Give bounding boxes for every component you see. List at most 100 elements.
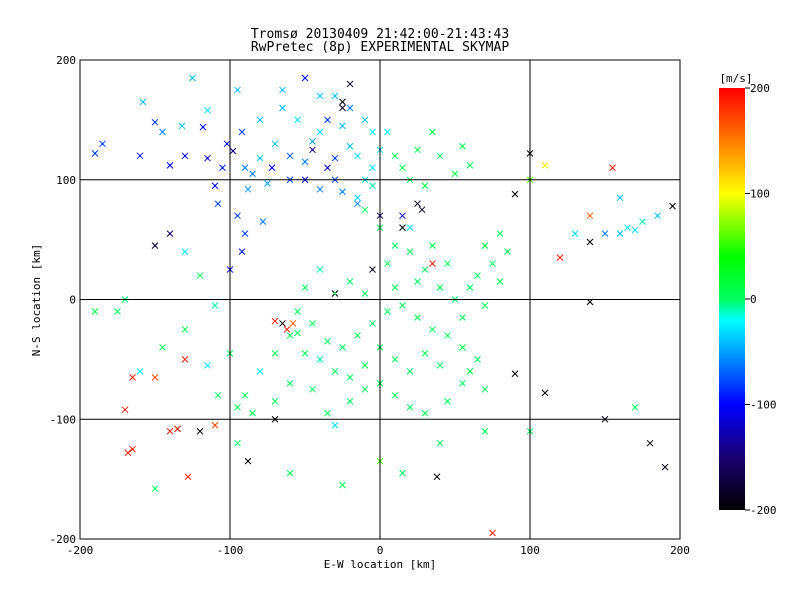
colorbar-tick-label: -100 [750, 399, 777, 412]
data-point-dot [333, 94, 337, 98]
data-point-dot [303, 160, 307, 163]
data-point-dot [461, 346, 464, 349]
data-point-dot [246, 460, 250, 463]
data-point-cross [181, 356, 189, 363]
data-point-cross [433, 473, 441, 481]
data-point-cross [556, 254, 564, 261]
data-point-dot [270, 166, 274, 169]
data-point-dot [236, 88, 239, 92]
data-point-cross [669, 202, 676, 210]
data-point-dot [468, 286, 472, 289]
y-tick-label: 0 [69, 294, 76, 307]
data-point-dot [483, 430, 487, 433]
data-point-dot [141, 100, 145, 104]
colorbar-tick-label: 100 [750, 188, 770, 201]
data-point-cross [234, 439, 241, 447]
data-point-dot [311, 388, 314, 391]
data-point-dot [363, 364, 367, 367]
data-point-dot [423, 412, 427, 415]
x-tick-label: 0 [377, 544, 384, 557]
colorbar-tick-label: 0 [750, 293, 757, 306]
data-point-dot [303, 286, 307, 289]
data-point-cross [346, 80, 354, 88]
data-point-cross [174, 425, 181, 433]
data-point-dot [273, 400, 277, 403]
data-point-dot [506, 250, 509, 253]
data-point-dot [408, 250, 412, 253]
data-point-dot [236, 406, 239, 409]
data-point-dot [408, 406, 412, 409]
data-point-dot [393, 286, 397, 289]
data-point-dot [431, 130, 434, 133]
data-point-cross [151, 373, 159, 381]
data-point-dot [356, 196, 359, 199]
data-point-dot [326, 412, 329, 415]
data-point-dot [221, 166, 224, 169]
data-point-cross [339, 104, 346, 112]
data-point-dot [216, 394, 220, 397]
data-point-dot [168, 164, 172, 167]
data-point-dot [446, 334, 449, 337]
x-axis-label: E-W location [km] [324, 558, 437, 571]
data-point-dot [213, 304, 217, 307]
data-point-cross [121, 406, 129, 414]
data-point-dot [243, 394, 247, 397]
data-point-cross [279, 320, 286, 327]
data-point-dot [231, 149, 235, 153]
data-point-dot [483, 304, 487, 307]
data-point-dot [131, 448, 134, 451]
data-point-dot [326, 118, 329, 121]
data-point-dot [363, 208, 367, 211]
data-point-dot [333, 292, 337, 295]
colorbar-label: [m/s] [719, 72, 752, 85]
data-point-cross [414, 200, 421, 208]
data-point-dot [543, 164, 547, 167]
data-point-dot [288, 472, 292, 475]
data-point-dot [618, 196, 622, 199]
data-point-dot [483, 388, 487, 391]
data-point-cross [283, 326, 291, 333]
data-point-cross [661, 463, 669, 471]
data-point-cross [196, 427, 204, 435]
data-point-dot [153, 487, 157, 490]
y-tick-label: -100 [50, 413, 77, 426]
data-point-dot [341, 346, 344, 349]
data-point-dot [168, 232, 172, 235]
data-point-cross [354, 200, 361, 208]
data-point-dot [183, 328, 187, 331]
data-point-dot [161, 130, 164, 133]
data-point-dot [348, 400, 352, 403]
data-point-dot [183, 154, 187, 157]
data-point-dot [438, 442, 442, 445]
data-point-dot [476, 274, 479, 277]
data-point-dot [348, 280, 352, 283]
data-point-dot [476, 358, 479, 361]
chart-subtitle: RwPretec (8p) EXPERIMENTAL SKYMAP [251, 40, 509, 55]
data-point-dot [416, 280, 419, 283]
data-point-dot [258, 118, 262, 121]
x-tick-label: 100 [520, 544, 540, 557]
data-point-dot [101, 142, 104, 145]
data-point-dot [573, 232, 577, 235]
data-point-dot [371, 166, 374, 169]
data-point-dot [236, 214, 239, 217]
x-tick-label: 200 [670, 544, 690, 557]
data-point-dot [333, 424, 337, 427]
data-point-dot [588, 214, 592, 217]
data-point-dot [261, 220, 265, 223]
data-point-dot [243, 232, 247, 235]
data-point-cross [184, 473, 192, 481]
data-point-dot [240, 250, 244, 253]
grid-lines [80, 60, 680, 539]
data-point-dot [281, 106, 284, 109]
data-point-dot [371, 130, 374, 133]
data-point-dot [246, 188, 250, 191]
data-point-dot [296, 310, 299, 313]
data-point-dot [288, 154, 292, 157]
data-point-dot [258, 370, 262, 373]
data-point-dot [386, 130, 389, 133]
data-point-dot [161, 346, 164, 349]
data-point-dot [416, 148, 419, 151]
data-point-dot [251, 172, 254, 175]
data-point-dot [281, 88, 284, 92]
